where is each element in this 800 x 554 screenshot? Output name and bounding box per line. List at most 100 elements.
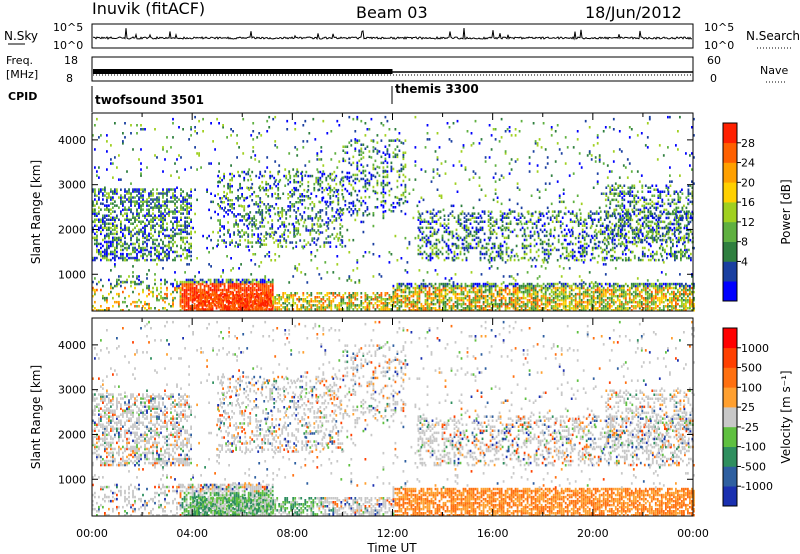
data-cell xyxy=(181,298,184,302)
data-cell xyxy=(160,226,162,230)
data-cell xyxy=(317,217,320,220)
data-cell xyxy=(504,298,507,302)
data-cell xyxy=(429,242,432,246)
data-cell xyxy=(166,206,168,209)
data-cell xyxy=(419,250,422,254)
data-cell xyxy=(503,216,506,219)
data-cell xyxy=(241,292,244,296)
data-cell xyxy=(493,242,496,246)
data-cell xyxy=(168,254,170,258)
data-cell xyxy=(257,227,260,230)
data-cell xyxy=(315,215,318,218)
data-cell xyxy=(233,223,235,226)
data-cell xyxy=(182,238,184,242)
data-cell xyxy=(241,193,243,196)
data-cell xyxy=(213,284,216,288)
data-cell xyxy=(675,305,677,308)
data-cell xyxy=(532,290,535,294)
data-cell xyxy=(632,294,635,298)
data-cell xyxy=(206,300,208,303)
data-cell xyxy=(644,282,647,286)
data-cell xyxy=(673,307,675,310)
data-cell xyxy=(124,280,126,284)
data-cell xyxy=(477,236,480,240)
data-cell xyxy=(146,302,148,306)
data-cell xyxy=(152,208,154,211)
data-cell xyxy=(217,239,219,242)
data-cell xyxy=(376,197,379,201)
data-cell xyxy=(176,280,178,284)
data-cell xyxy=(106,250,108,254)
data-cell xyxy=(445,228,448,232)
data-cell xyxy=(506,302,509,306)
data-cell xyxy=(150,202,152,205)
data-cell xyxy=(504,288,507,292)
data-cell xyxy=(152,258,154,262)
data-cell xyxy=(378,296,381,299)
data-cell xyxy=(128,220,130,223)
data-cell xyxy=(646,302,649,306)
data-cell xyxy=(437,210,440,213)
data-cell xyxy=(536,298,539,302)
data-cell xyxy=(269,184,272,188)
data-cell xyxy=(444,290,447,294)
data-cell xyxy=(435,250,438,254)
data-cell xyxy=(514,296,517,300)
data-cell xyxy=(494,296,497,300)
data-cell xyxy=(681,292,683,296)
data-cell xyxy=(529,250,532,254)
data-cell xyxy=(514,300,517,304)
data-cell xyxy=(582,292,585,296)
data-cell xyxy=(140,188,142,191)
data-cell xyxy=(265,205,268,208)
data-cell xyxy=(295,180,298,184)
data-cell xyxy=(138,238,140,242)
data-cell xyxy=(193,278,196,282)
data-cell xyxy=(294,292,297,295)
data-cell xyxy=(290,296,293,299)
data-cell xyxy=(124,228,126,232)
data-cell xyxy=(106,218,108,221)
data-cell xyxy=(508,290,511,294)
data-cell xyxy=(288,294,291,297)
data-cell xyxy=(483,210,486,213)
data-cell xyxy=(435,222,438,225)
data-cell xyxy=(687,292,689,296)
data-cell xyxy=(247,286,250,290)
data-cell xyxy=(185,294,188,298)
nave-label: Nave xyxy=(760,64,788,77)
data-cell xyxy=(233,207,235,210)
data-cell xyxy=(350,193,353,197)
data-cell xyxy=(590,309,593,312)
nsky-tick-bottom: 10^0 xyxy=(53,39,83,52)
data-cell xyxy=(346,308,349,311)
data-cell xyxy=(435,220,438,223)
data-cell xyxy=(652,307,655,310)
data-cell xyxy=(382,298,385,301)
data-cell xyxy=(136,282,138,286)
data-cell xyxy=(578,286,581,290)
data-cell xyxy=(546,282,549,286)
data-cell xyxy=(134,242,136,246)
data-cell xyxy=(658,296,661,300)
data-cell xyxy=(258,304,261,307)
data-cell xyxy=(154,246,156,250)
data-cell xyxy=(130,202,132,205)
data-cell xyxy=(479,220,482,223)
data-cell xyxy=(221,282,224,286)
data-cell xyxy=(156,244,158,248)
data-cell xyxy=(100,220,102,223)
data-cell xyxy=(464,286,467,290)
data-cell xyxy=(231,176,233,180)
data-cell xyxy=(438,302,441,306)
data-cell xyxy=(612,282,615,286)
data-cell xyxy=(524,307,527,310)
data-cell xyxy=(162,298,164,302)
data-cell xyxy=(440,300,443,304)
data-cell xyxy=(201,282,204,286)
data-cell xyxy=(628,307,631,310)
data-cell xyxy=(166,252,168,256)
data-cell xyxy=(604,292,607,296)
data-cell xyxy=(301,178,304,182)
data-cell xyxy=(271,174,274,178)
